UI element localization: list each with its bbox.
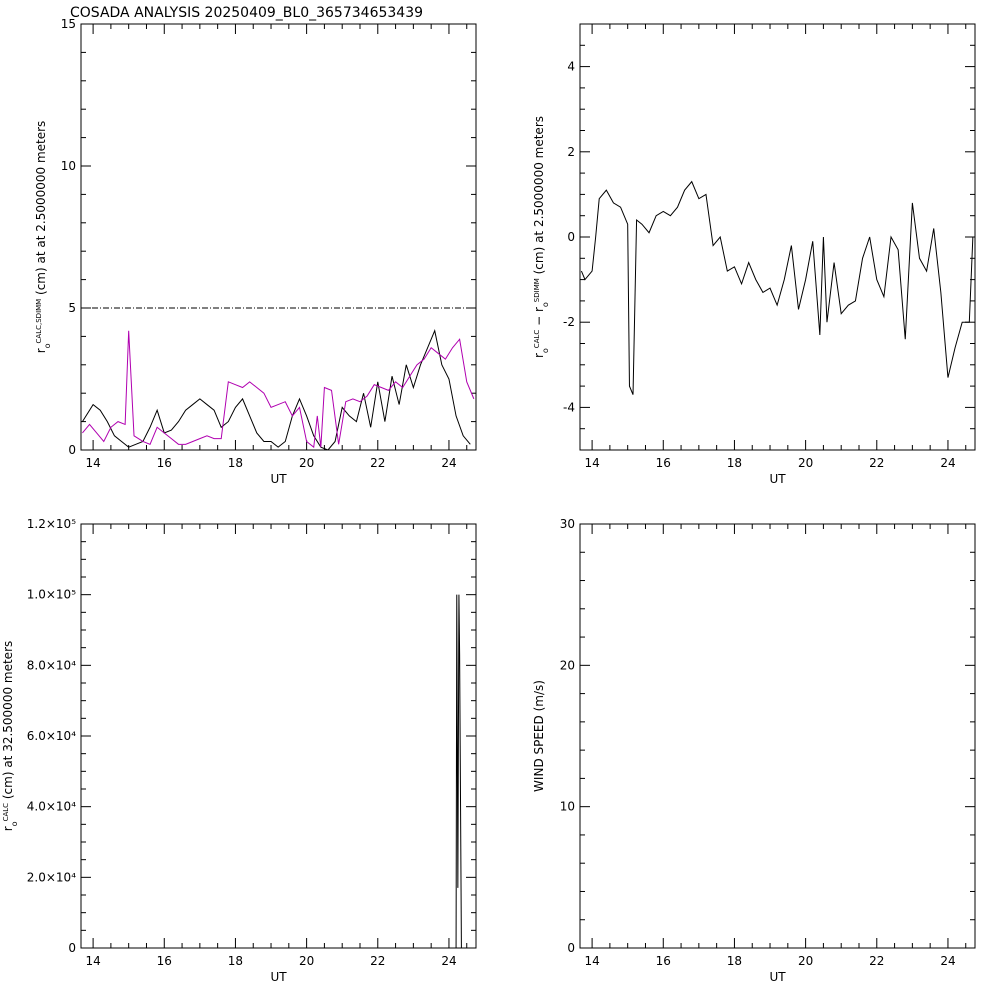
- y-axis-label-part: CALC: [2, 803, 10, 822]
- data-line: [580, 180, 974, 395]
- x-tick-label: 22: [869, 456, 884, 470]
- x-tick-label: 20: [798, 954, 813, 968]
- x-axis-label: UT: [270, 970, 287, 984]
- y-tick-label: 30: [560, 517, 575, 531]
- y-axis-label-part: o: [541, 348, 550, 353]
- x-tick-label: 14: [85, 954, 100, 968]
- y-tick-label: 0: [567, 230, 575, 244]
- y-axis-label-part: WIND SPEED (m/s): [532, 680, 546, 792]
- data-line: [450, 594, 462, 948]
- y-tick-label: 2.0×10⁴: [27, 870, 76, 884]
- y-axis-label-part: r: [532, 353, 546, 358]
- x-tick-label: 16: [656, 456, 671, 470]
- y-tick-label: 10: [560, 800, 575, 814]
- x-tick-label: 24: [441, 456, 456, 470]
- y-axis-label-part: o: [43, 343, 52, 348]
- chart-title: COSADA ANALYSIS 20250409_BL0_36573465343…: [70, 5, 423, 21]
- x-axis-label: UT: [270, 472, 287, 486]
- data-line: [81, 329, 471, 450]
- y-tick-label: 0: [68, 443, 76, 457]
- x-tick-label: 22: [370, 954, 385, 968]
- y-axis-label-part: CALC,SDIMM: [35, 299, 43, 344]
- x-axis-label: UT: [769, 472, 786, 486]
- y-axis-label: roCALC (cm) at 32.500000 meters: [1, 641, 19, 832]
- x-tick-label: 18: [228, 954, 243, 968]
- y-tick-label: 4: [567, 60, 575, 74]
- y-axis-label-part: (cm) at 2.5000000 meters: [532, 116, 546, 278]
- y-axis-label-part: (cm) at at 2.5000000 meters: [34, 121, 48, 299]
- y-tick-label: 2: [567, 145, 575, 159]
- x-tick-label: 20: [798, 456, 813, 470]
- y-tick-label: 20: [560, 658, 575, 672]
- y-tick-label: 4.0×10⁴: [27, 800, 76, 814]
- y-axis-label-part: o: [10, 821, 19, 826]
- x-tick-label: 14: [85, 456, 100, 470]
- y-tick-label: 15: [61, 17, 76, 31]
- x-axis-label: UT: [769, 970, 786, 984]
- y-tick-label: -2: [563, 315, 575, 329]
- y-axis-label-part: − r: [532, 307, 546, 330]
- x-tick-label: 20: [299, 456, 314, 470]
- x-tick-label: 16: [157, 954, 172, 968]
- x-tick-label: 14: [584, 456, 599, 470]
- y-tick-label: 6.0×10⁴: [27, 729, 76, 743]
- y-axis-label: roCALC − roSDIMM (cm) at 2.5000000 meter…: [532, 116, 550, 358]
- y-axis-label-part: SDIMM: [533, 278, 541, 302]
- y-axis-label: roCALC,SDIMM (cm) at at 2.5000000 meters: [34, 121, 52, 354]
- y-tick-label: 10: [61, 159, 76, 173]
- y-tick-label: 1.2×10⁵: [27, 517, 76, 531]
- y-axis-label-part: (cm) at 32.500000 meters: [1, 641, 15, 803]
- x-tick-label: 22: [370, 456, 385, 470]
- y-tick-label: 0: [68, 941, 76, 955]
- plot-frame: [80, 23, 477, 451]
- y-tick-label: 8.0×10⁴: [27, 658, 76, 672]
- x-tick-label: 16: [157, 456, 172, 470]
- plot-frame: [579, 523, 976, 949]
- x-tick-label: 14: [584, 954, 599, 968]
- x-tick-label: 24: [940, 954, 955, 968]
- y-tick-label: -4: [563, 400, 575, 414]
- x-tick-label: 18: [228, 456, 243, 470]
- x-tick-label: 18: [727, 456, 742, 470]
- x-tick-label: 16: [656, 954, 671, 968]
- y-tick-label: 5: [68, 301, 76, 315]
- x-tick-label: 24: [940, 456, 955, 470]
- y-axis-label-part: r: [34, 348, 48, 353]
- y-axis-label-part: o: [541, 302, 550, 307]
- y-axis-label: WIND SPEED (m/s): [532, 680, 546, 792]
- x-tick-label: 24: [441, 954, 456, 968]
- y-tick-label: 0: [567, 941, 575, 955]
- x-tick-label: 22: [869, 954, 884, 968]
- x-tick-label: 18: [727, 954, 742, 968]
- y-axis-label-part: r: [1, 826, 15, 831]
- y-tick-label: 1.0×10⁵: [27, 588, 76, 602]
- x-tick-label: 20: [299, 954, 314, 968]
- data-line: [82, 330, 475, 449]
- y-axis-label-part: CALC: [533, 330, 541, 349]
